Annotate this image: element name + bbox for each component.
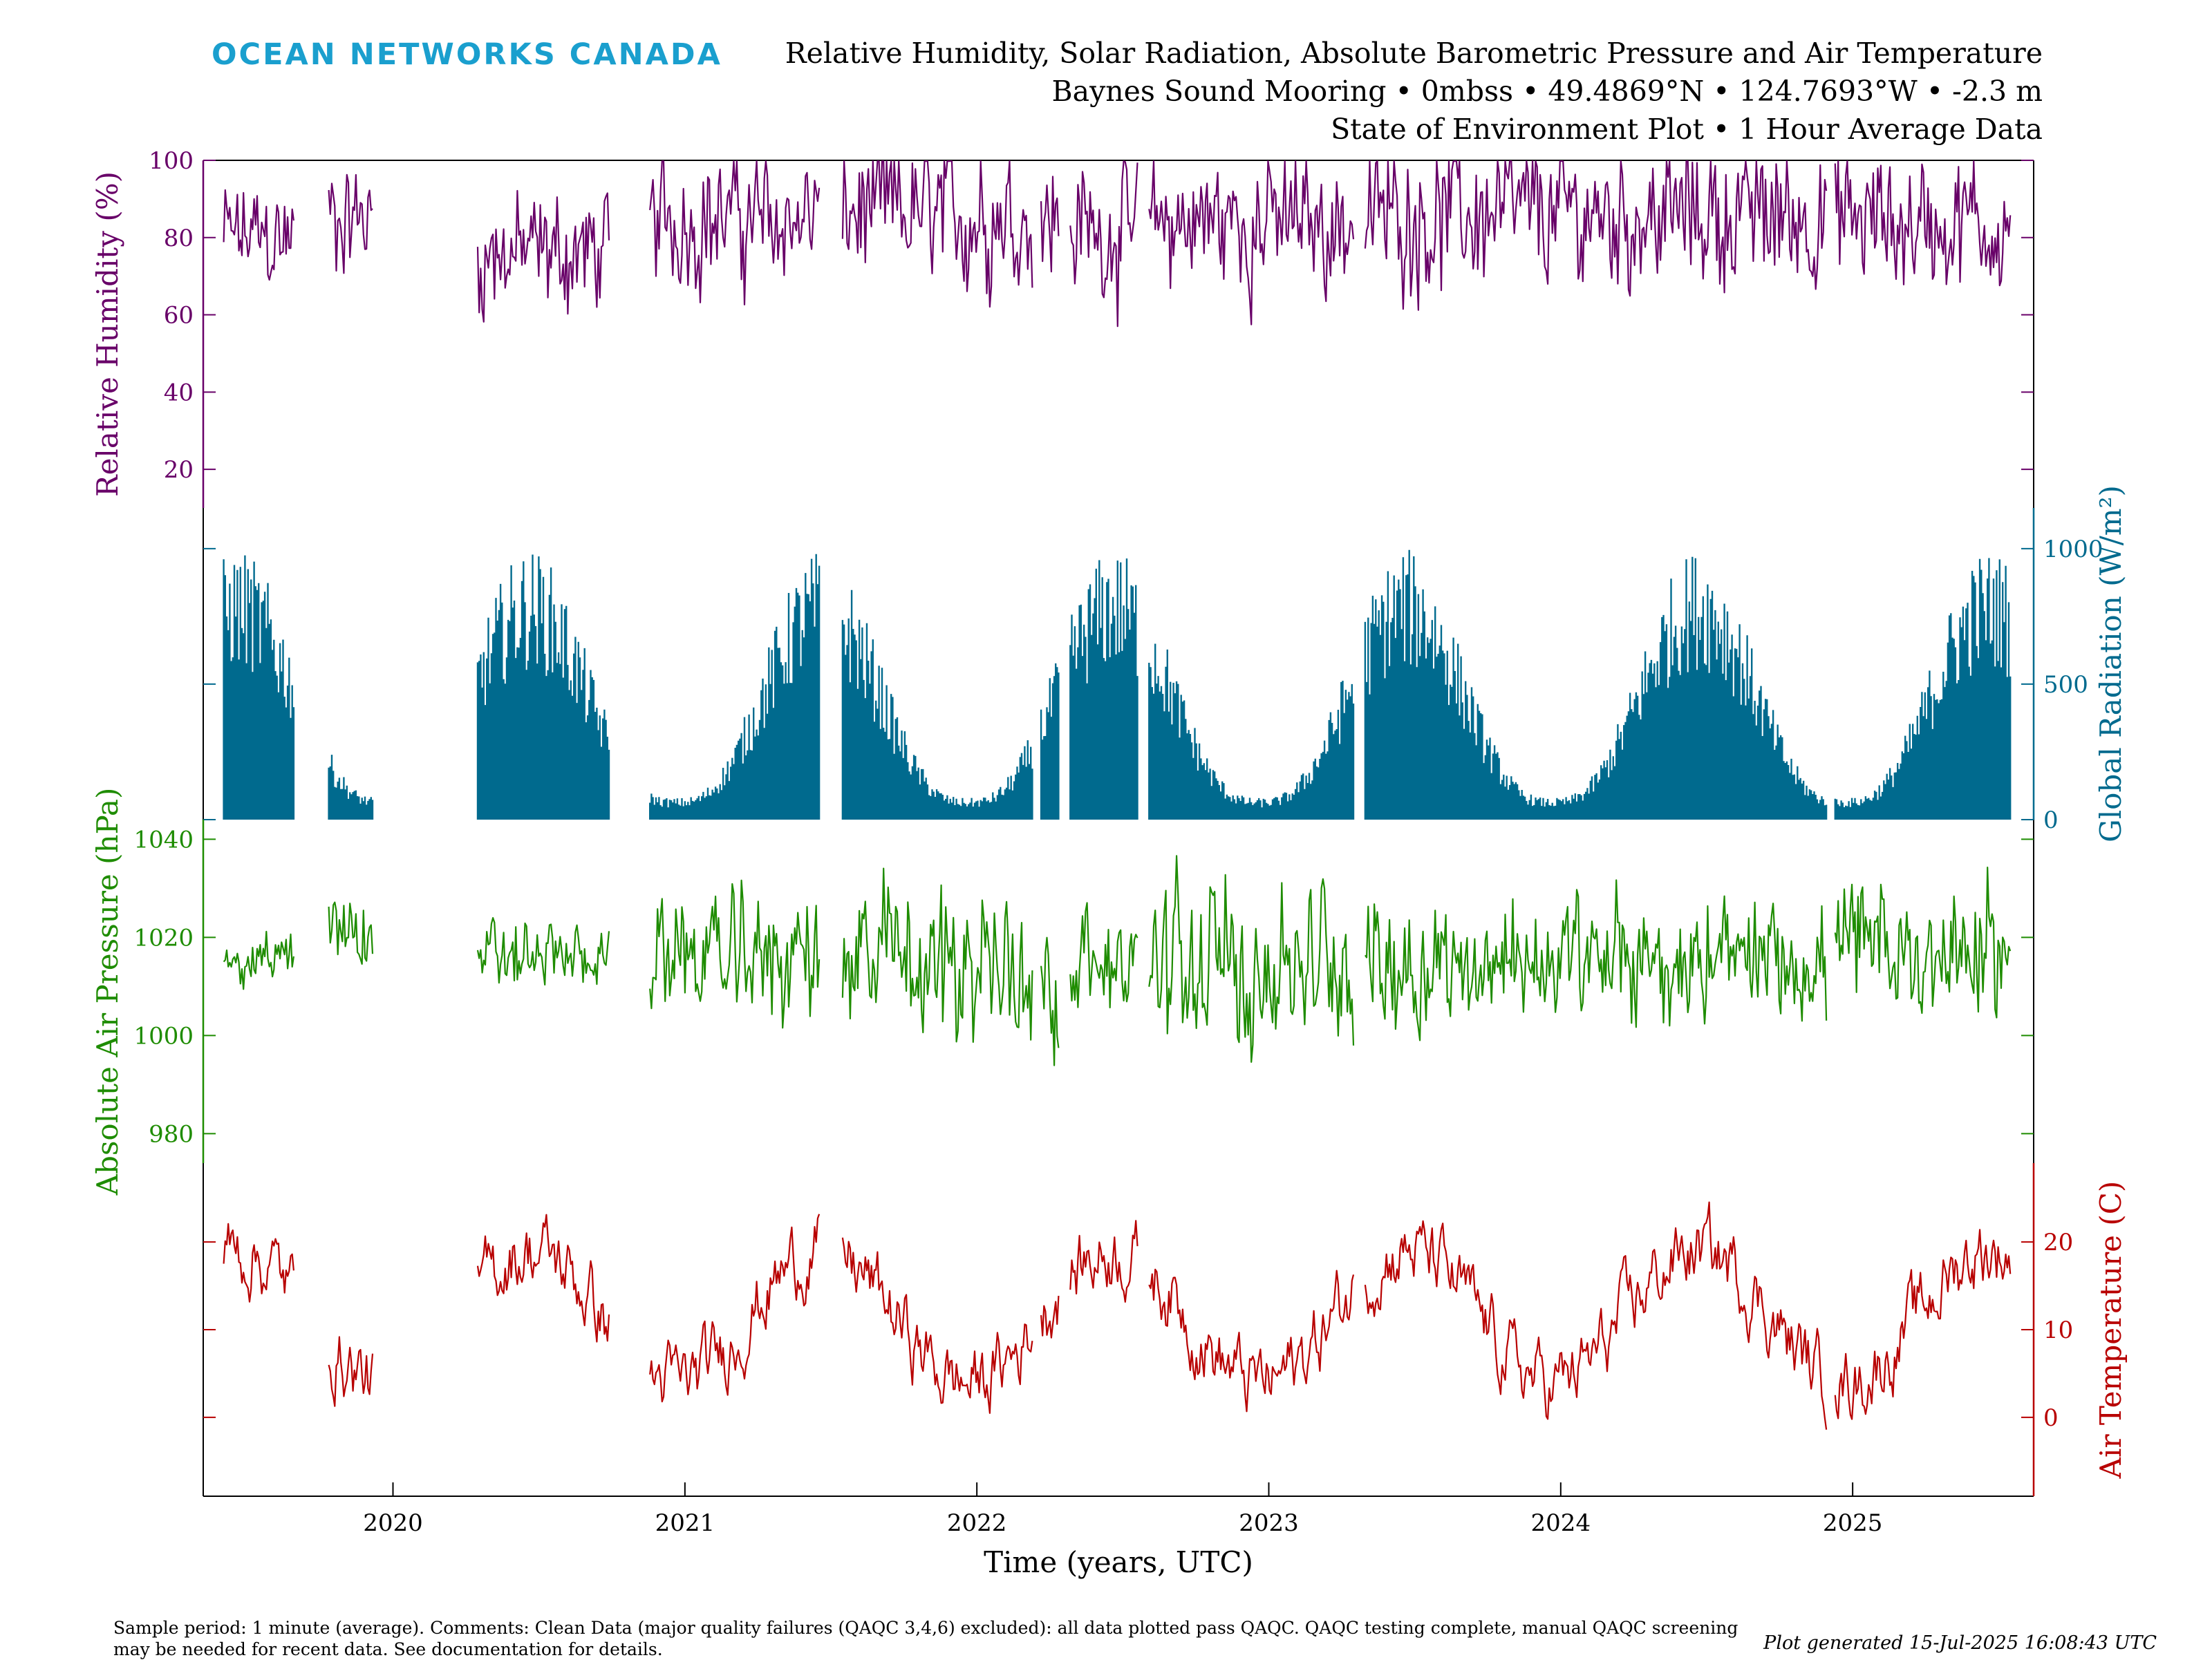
- series-3-segment-6: [1040, 936, 1060, 1066]
- generated-timestamp: Plot generated 15-Jul-2025 16:08:43 UTC: [1763, 1632, 2157, 1654]
- series-4-segment-3: [476, 1214, 610, 1343]
- y-axis-label-4: Air Temperature (C): [2094, 1181, 2128, 1480]
- radiation-series-segment-9: [1364, 549, 1828, 820]
- series-1-segment-5: [841, 160, 1033, 308]
- radiation-series-segment-7: [1069, 558, 1138, 820]
- y-tick-label-1-60: 60: [164, 302, 194, 330]
- y-axis-label-3: Absolute Air Pressure (hPa): [91, 788, 124, 1196]
- radiation-series-segment-3: [476, 554, 610, 820]
- x-tick-label-2025: 2025: [1823, 1509, 1883, 1537]
- series-3-segment-5: [841, 867, 1033, 1044]
- x-tick-label-2022: 2022: [947, 1509, 1007, 1537]
- title-line-2: Baynes Sound Mooring • 0mbss • 49.4869°N…: [1051, 75, 2043, 108]
- series-1-segment-10: [1834, 160, 2012, 287]
- radiation-series-segment-6: [1040, 663, 1060, 820]
- series-1-segment-8: [1148, 160, 1355, 326]
- series-3-segment-4: [649, 879, 821, 1029]
- series-3-segment-3: [476, 916, 610, 986]
- series-4-segment-8: [1148, 1268, 1355, 1413]
- series-4-segment-9: [1364, 1201, 1828, 1430]
- y-tick-label-1-20: 20: [164, 456, 194, 484]
- radiation-series-segment-8: [1148, 643, 1355, 820]
- series-4-segment-5: [841, 1237, 1033, 1414]
- y-tick-label-3-980: 980: [149, 1120, 194, 1148]
- y-tick-label-2-1000: 1000: [2043, 536, 2103, 563]
- series-1-segment-2: [328, 173, 373, 274]
- x-tick-label-2020: 2020: [363, 1509, 423, 1537]
- radiation-series-segment-4: [649, 554, 821, 820]
- radiation-series-segment-2: [328, 755, 374, 820]
- series-1-segment-9: [1364, 160, 1828, 311]
- y-tick-label-4-0: 0: [2043, 1404, 2059, 1432]
- x-tick-label-2021: 2021: [655, 1509, 715, 1537]
- y-tick-label-4-20: 20: [2043, 1229, 2073, 1256]
- y-tick-label-1-100: 100: [149, 147, 194, 175]
- y-axis-label-1: Relative Humidity (%): [91, 171, 124, 497]
- series-3-segment-9: [1364, 879, 1828, 1041]
- title-line-1: Relative Humidity, Solar Radiation, Abso…: [785, 37, 2043, 70]
- series-1-segment-1: [223, 189, 294, 281]
- series-1-segment-7: [1069, 160, 1138, 328]
- radiation-series-segment-5: [841, 590, 1033, 820]
- y-tick-label-1-80: 80: [164, 225, 194, 252]
- series-3-segment-2: [328, 901, 374, 965]
- y-tick-label-4-10: 10: [2043, 1317, 2073, 1344]
- series-4-segment-6: [1040, 1295, 1060, 1339]
- radiation-series-segment-1: [223, 555, 295, 820]
- series-4-segment-7: [1069, 1220, 1138, 1303]
- y-tick-label-3-1020: 1020: [133, 924, 194, 952]
- y-tick-label-3-1000: 1000: [133, 1022, 194, 1050]
- title-line-3: State of Environment Plot • 1 Hour Avera…: [1331, 113, 2043, 146]
- x-tick-label-2024: 2024: [1531, 1509, 1591, 1537]
- series-4-segment-2: [328, 1336, 374, 1407]
- y-tick-label-2-500: 500: [2043, 671, 2088, 699]
- series-1-segment-6: [1040, 176, 1060, 273]
- series-4-segment-1: [223, 1223, 294, 1303]
- radiation-series-segment-10: [1834, 558, 2012, 820]
- logo: OCEAN NETWORKS CANADA: [212, 37, 722, 72]
- series-4-segment-4: [649, 1214, 821, 1403]
- x-axis-label: Time (years, UTC): [984, 1545, 1253, 1579]
- series-1-segment-3: [476, 189, 610, 323]
- y-axis-label-2: Global Radiation (W/m²): [2094, 485, 2128, 842]
- series-3-segment-10: [1834, 866, 2012, 1019]
- series-3-segment-1: [223, 930, 294, 990]
- y-tick-label-2-0: 0: [2043, 807, 2059, 834]
- footer-comment: Sample period: 1 minute (average). Comme…: [113, 1618, 1738, 1659]
- x-tick-label-2023: 2023: [1239, 1509, 1299, 1537]
- series-3-segment-8: [1148, 855, 1355, 1063]
- y-tick-label-3-1040: 1040: [133, 826, 194, 853]
- series-1-segment-4: [649, 160, 821, 305]
- chart-title: Relative Humidity, Solar Radiation, Abso…: [785, 35, 2043, 149]
- y-tick-label-1-40: 40: [164, 379, 194, 406]
- series-4-segment-10: [1834, 1229, 2012, 1420]
- series-3-segment-7: [1069, 902, 1138, 1009]
